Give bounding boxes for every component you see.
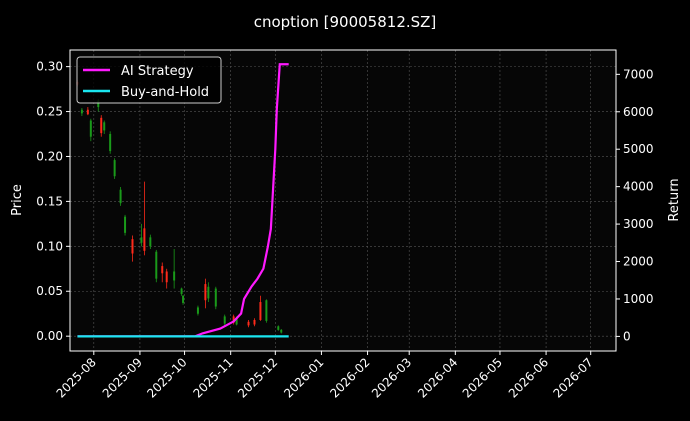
- y-tick-label-right: 4000: [623, 180, 654, 194]
- grid: [70, 50, 616, 351]
- candle-body: [235, 318, 238, 325]
- candle-body: [204, 284, 207, 301]
- y-tick-label-right: 0: [623, 329, 631, 343]
- candle-body: [80, 109, 83, 114]
- plot-frame: [69, 49, 617, 352]
- candle-body: [182, 295, 185, 303]
- candle-body: [165, 271, 168, 283]
- candle-body: [161, 266, 164, 274]
- y-tick-label-right: 1000: [623, 292, 654, 306]
- y-tick-label-right: 3000: [623, 217, 654, 231]
- y-tick-label-right: 6000: [623, 105, 654, 119]
- y-tick-label-left: 0.15: [36, 194, 63, 208]
- candle-body: [124, 216, 127, 233]
- y-tick-label-left: 0.05: [36, 284, 63, 298]
- candle-body: [253, 320, 256, 325]
- candle-body: [109, 134, 112, 152]
- strategy-line: [77, 63, 289, 338]
- legend-label-buyhold: Buy-and-Hold: [121, 85, 209, 100]
- y-tick-label-left: 0.30: [36, 60, 63, 74]
- chart-title: cnoption [90005812.SZ]: [254, 13, 437, 31]
- y-tick-label-left: 0.25: [36, 105, 63, 119]
- candle-body: [113, 160, 116, 177]
- y-tick-label-left: 0.00: [36, 329, 63, 343]
- candle-body: [247, 321, 250, 326]
- candle-body: [140, 237, 143, 243]
- candle-body: [103, 122, 106, 131]
- candle-body: [97, 100, 100, 108]
- candle-body: [100, 117, 103, 134]
- y-axis-label-right: Return: [667, 178, 682, 221]
- candle-body: [173, 271, 176, 281]
- candle-body: [149, 237, 152, 247]
- y-tick-label-right: 2000: [623, 255, 654, 269]
- candle-body: [207, 286, 210, 299]
- candle-body: [180, 288, 183, 294]
- candle-body: [259, 302, 262, 321]
- y-tick-label-left: 0.20: [36, 149, 63, 163]
- candle-body: [223, 316, 226, 324]
- y-tick-label-right: 5000: [623, 142, 654, 156]
- candle-body: [86, 109, 89, 115]
- legend-label-strategy: AI Strategy: [121, 64, 194, 79]
- candle-body: [89, 120, 92, 137]
- legend-box: [76, 56, 222, 104]
- candlesticks: [76, 80, 283, 334]
- candle-body: [155, 251, 158, 279]
- candle-body: [265, 300, 268, 321]
- candle-body: [214, 288, 217, 307]
- candle-body: [277, 326, 280, 330]
- y-tick-label-right: 7000: [623, 67, 654, 81]
- candle-body: [280, 329, 283, 333]
- candle-body: [143, 228, 146, 251]
- y-tick-label-left: 0.10: [36, 239, 63, 253]
- candle-body: [119, 189, 122, 204]
- series-lines: [77, 63, 289, 338]
- candle-body: [131, 239, 134, 254]
- y-axis-label-left: Price: [10, 184, 25, 216]
- candle-body: [232, 316, 235, 323]
- candle-body: [196, 307, 199, 314]
- legend: AI Strategy Buy-and-Hold: [76, 56, 222, 104]
